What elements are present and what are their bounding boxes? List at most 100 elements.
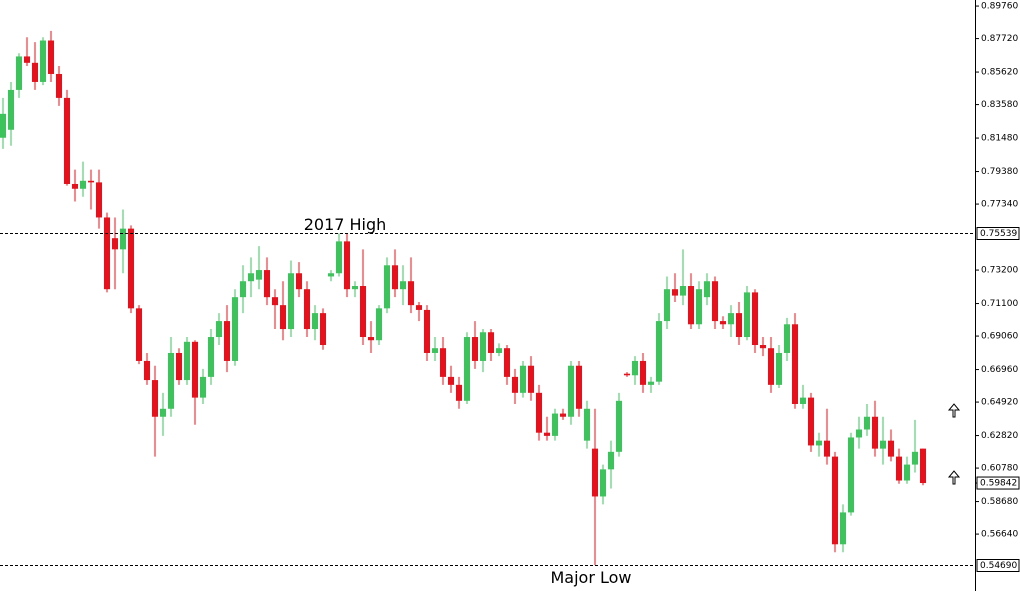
candle-body xyxy=(48,40,54,74)
candle-body xyxy=(512,376,518,393)
candle-body xyxy=(880,440,886,449)
candle-body xyxy=(560,413,566,417)
candle-body xyxy=(368,337,374,341)
level-label-box xyxy=(976,559,1020,572)
candle-body xyxy=(24,56,30,63)
candle-body xyxy=(40,40,46,82)
candle-body xyxy=(360,286,366,338)
candle-body xyxy=(480,332,486,361)
candle-body xyxy=(568,365,574,417)
candle-body xyxy=(64,97,70,184)
candle-body xyxy=(184,341,190,381)
last-price-label: 0.59842 xyxy=(980,479,1017,489)
candle-body xyxy=(56,73,62,98)
candle-body xyxy=(312,313,318,330)
candle-body xyxy=(384,265,390,309)
candle-body xyxy=(472,337,478,361)
candle-body xyxy=(528,365,534,393)
last-price-box xyxy=(976,476,1020,490)
candle-body xyxy=(264,270,270,298)
y-tick-label: 0.85620 xyxy=(981,68,1018,78)
y-tick-label: 0.79380 xyxy=(981,167,1018,177)
candle-body xyxy=(296,273,302,290)
level-label-box xyxy=(976,227,1020,240)
candle-body xyxy=(800,397,806,404)
candle-body xyxy=(520,365,526,393)
candle-body xyxy=(272,297,278,306)
candle-body xyxy=(104,217,110,290)
y-tick-label: 0.77340 xyxy=(981,200,1018,210)
candle-body xyxy=(224,321,230,361)
candle-body xyxy=(232,297,238,361)
candle-body xyxy=(832,456,838,545)
candle-body xyxy=(496,348,502,353)
candle-body xyxy=(32,62,38,82)
candle-body xyxy=(288,273,294,330)
annotation: 2017 High xyxy=(304,215,387,234)
candle-body xyxy=(200,376,206,398)
y-tick-label: 0.73200 xyxy=(981,266,1018,276)
candle-body xyxy=(576,365,582,409)
candle-body xyxy=(16,56,22,90)
candle-body xyxy=(840,512,846,545)
candle-body xyxy=(552,413,558,436)
candle-body xyxy=(720,321,726,325)
candle-body xyxy=(864,416,870,430)
candle-body xyxy=(376,308,382,341)
candle-body xyxy=(856,429,862,438)
candle-body xyxy=(640,360,646,385)
candle-body xyxy=(776,352,782,385)
candle-body xyxy=(152,380,158,417)
candle-body xyxy=(760,345,766,349)
candle-body xyxy=(240,281,246,298)
candle-body xyxy=(328,273,334,277)
candle-body xyxy=(712,281,718,322)
y-tick-label: 0.83580 xyxy=(981,100,1018,110)
candle-body xyxy=(672,289,678,296)
up-arrow xyxy=(947,403,961,418)
candle-body xyxy=(320,313,326,346)
candle-body xyxy=(352,286,358,290)
candle-body xyxy=(504,348,510,377)
candle-body xyxy=(632,360,638,376)
candle-body xyxy=(592,448,598,497)
candle-body xyxy=(416,305,422,310)
candle-body xyxy=(656,321,662,382)
candle-body xyxy=(128,228,134,309)
candle-body xyxy=(544,432,550,436)
candle-body xyxy=(616,400,622,452)
candle-body xyxy=(8,89,14,130)
candle-body xyxy=(392,265,398,290)
y-tick-label: 0.69060 xyxy=(981,332,1018,342)
candle-body xyxy=(784,324,790,353)
candle-body xyxy=(424,309,430,353)
candle-body xyxy=(624,373,630,376)
candle-body xyxy=(904,464,910,481)
candle-body xyxy=(112,238,118,250)
candle-body xyxy=(168,352,174,409)
candle-body xyxy=(192,341,198,398)
candle-body xyxy=(536,392,542,433)
candle-body xyxy=(160,408,166,417)
candle-body xyxy=(456,384,462,401)
y-tick-label: 0.66960 xyxy=(981,365,1018,375)
candle-body xyxy=(912,451,918,465)
y-tick-label: 0.58680 xyxy=(981,497,1018,507)
candle-body xyxy=(88,180,94,183)
candle-body xyxy=(136,308,142,361)
candle-body xyxy=(144,360,150,381)
level-label: 0.75539 xyxy=(980,229,1017,239)
candle-body xyxy=(608,451,614,470)
candle-body xyxy=(768,348,774,385)
y-tick-label: 0.89760 xyxy=(981,2,1018,12)
candle-body xyxy=(824,440,830,457)
y-tick-label: 0.56640 xyxy=(981,530,1018,540)
candle-body xyxy=(96,182,102,218)
y-tick-label: 0.81480 xyxy=(981,134,1018,144)
candle-body xyxy=(736,313,742,338)
candle-body xyxy=(448,376,454,385)
candles xyxy=(0,30,926,566)
candle-body xyxy=(488,332,494,353)
